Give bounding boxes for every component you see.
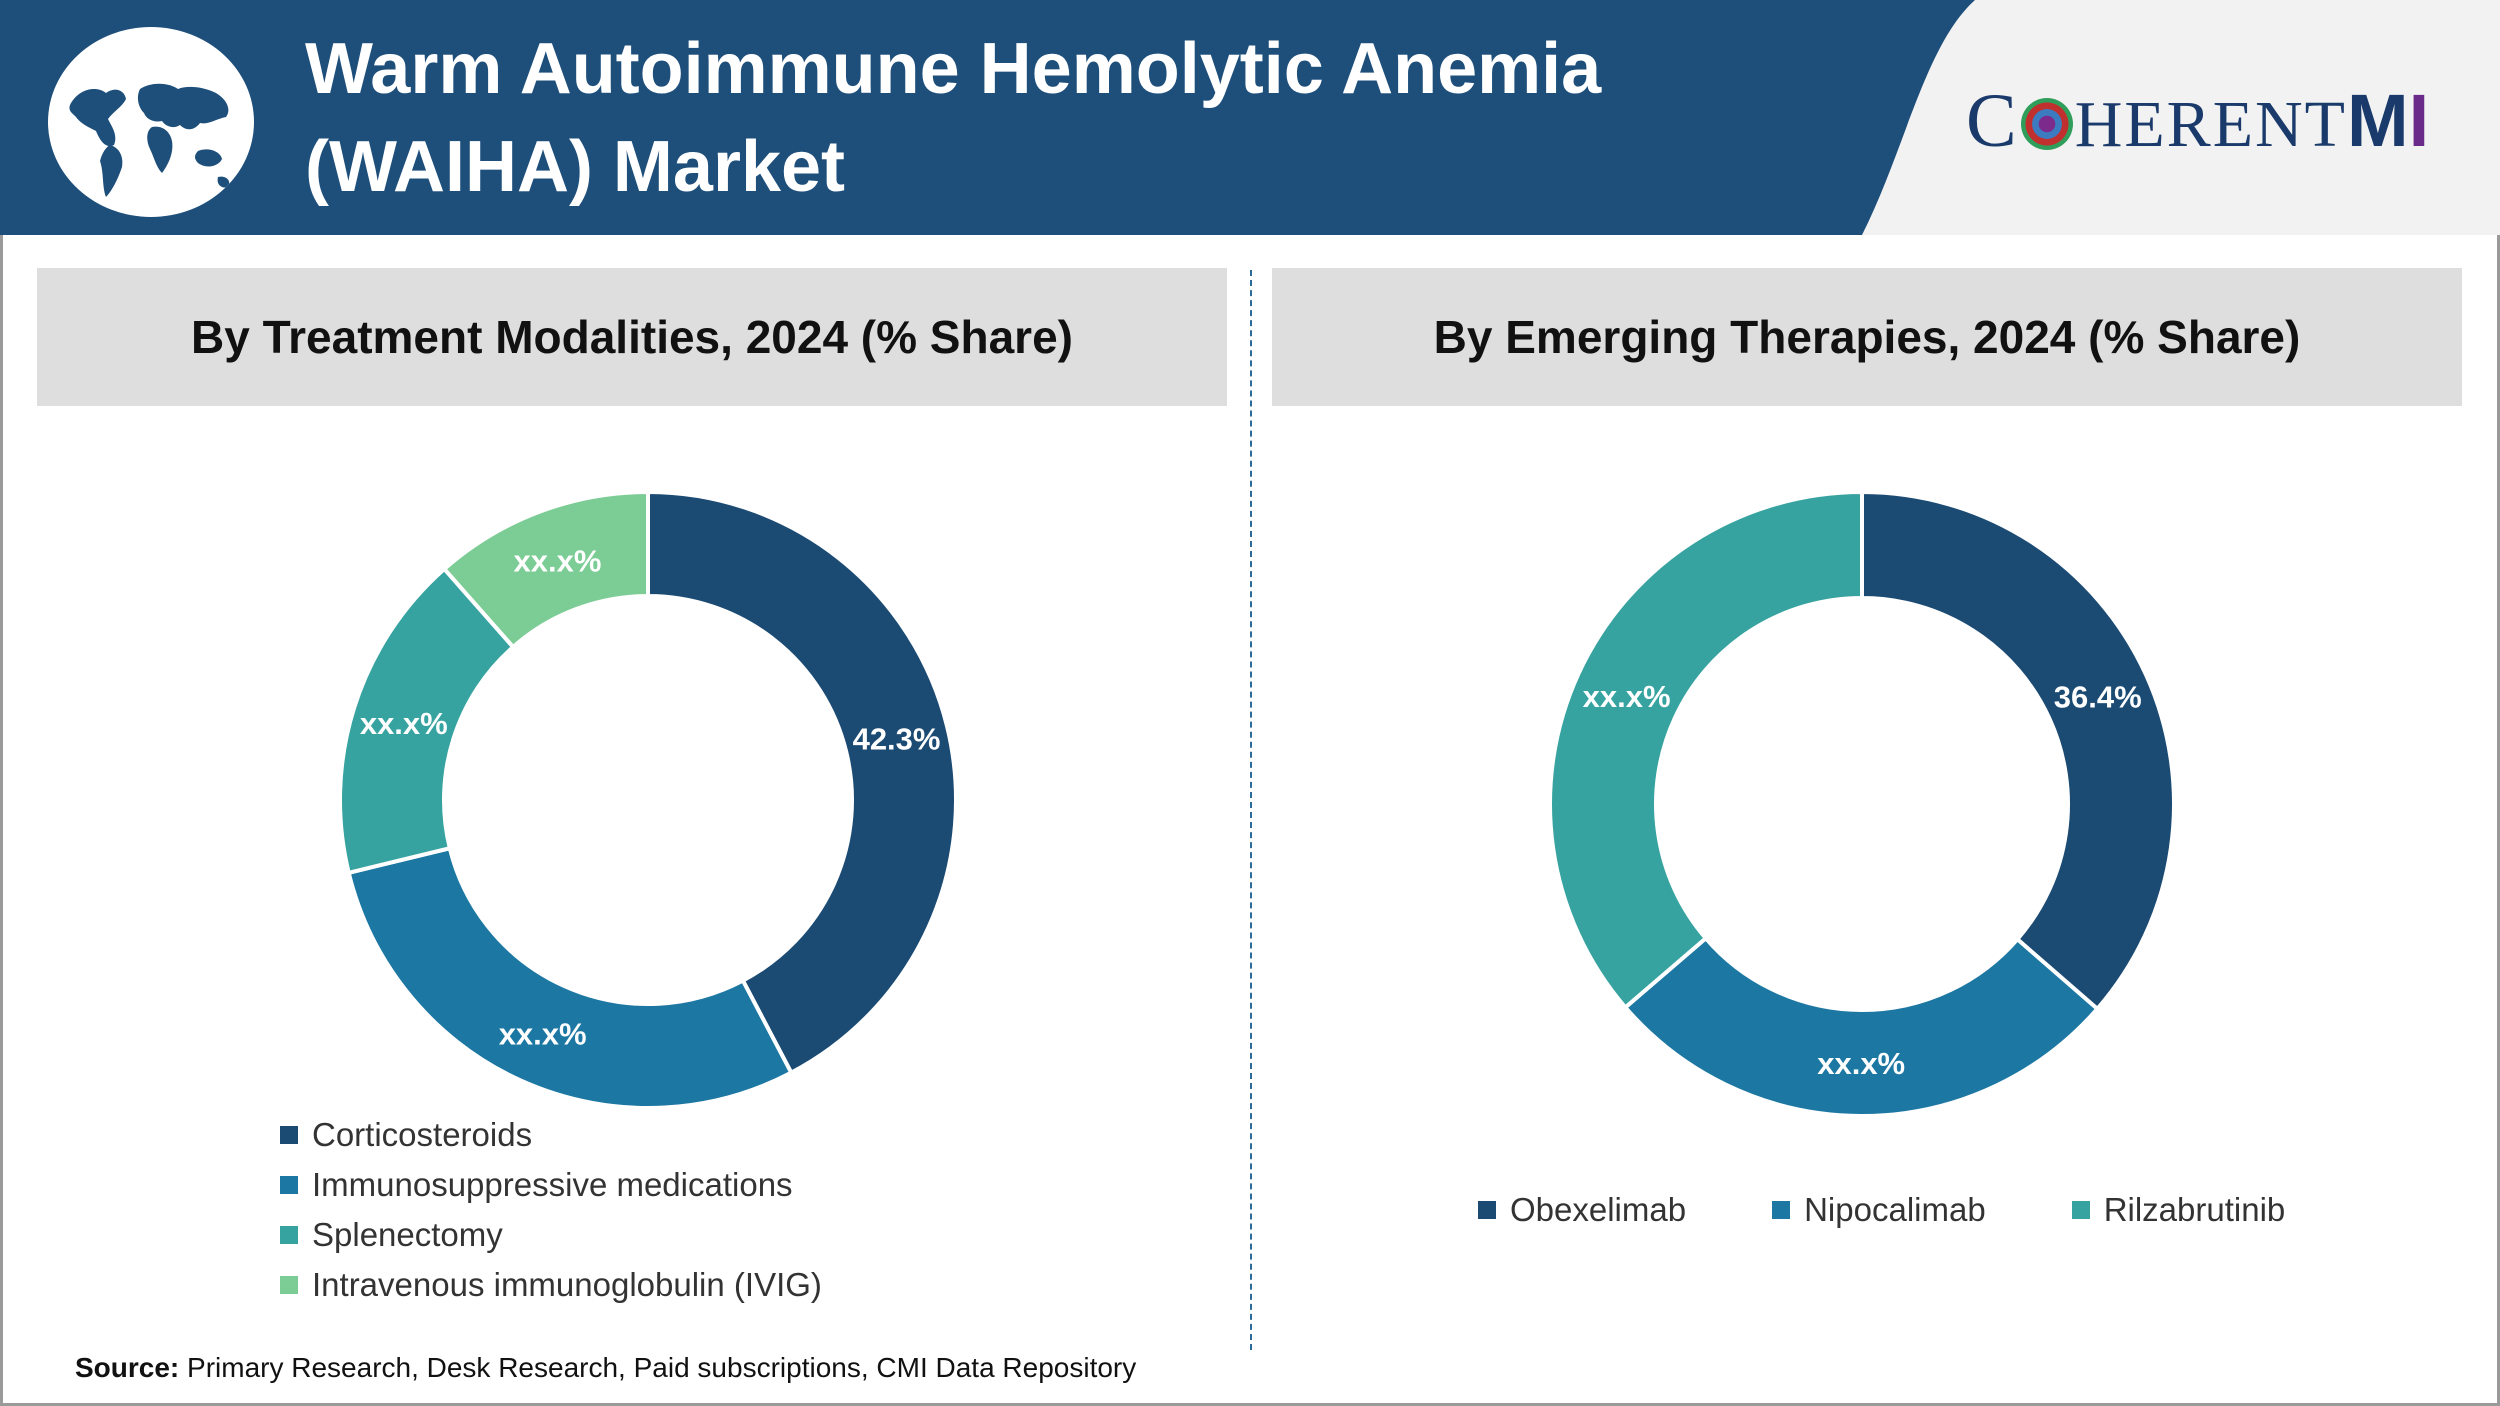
slice-intravenous-immunoglobulin-ivig [441,489,650,650]
logo-wordmark: C HERENT [1966,79,2347,163]
emerging-therapies-legend: Obexelimab Nipocalimab Rilzabrutinib [1478,1191,2371,1229]
left-chart-title: By Treatment Modalities, 2024 (% Share) [191,311,1073,363]
treatment-modalities-legend: Corticosteroids Immunosuppressive medicat… [280,1110,822,1310]
legend-swatch [280,1176,298,1194]
legend-label: Rilzabrutinib [2103,1191,2286,1228]
page-title: Warm Autoimmune Hemolytic Anemia (WAIHA)… [305,20,1805,216]
title-line-1: Warm Autoimmune Hemolytic Anemia [305,29,1602,109]
source-note: Source: Primary Research, Desk Research,… [75,1352,1136,1384]
legend-swatch [280,1126,298,1144]
slice-obexelimab [1860,489,2176,1012]
legend-swatch [2071,1201,2090,1219]
emerging-therapies-donut: 36.4% xx.x% xx.x% [1548,489,2176,1118]
logo-suffix: MI [2347,79,2430,162]
title-line-2: (WAIHA) Market [305,127,846,207]
legend-item-immunosuppressive-medications: Immunosuppressive medications [280,1160,822,1210]
legend-label: Obexelimab [1510,1191,1687,1228]
legend-swatch [280,1226,298,1244]
legend-label: Splenectomy [312,1216,503,1253]
panel-divider [1250,270,1252,1350]
source-label: Source: [75,1352,180,1383]
data-label-immunosuppressive-medications: xx.x% [499,1016,587,1051]
legend-swatch [1478,1201,1496,1219]
data-label-splenectomy: xx.x% [360,706,448,741]
legend-label: Immunosuppressive medications [312,1166,793,1203]
logo-mark-icon [2020,98,2073,150]
legend-label: Nipocalimab [1804,1191,1986,1228]
legend-item-splenectomy: Splenectomy [280,1210,822,1260]
legend-item-obexelimab: Obexelimab [1478,1191,1686,1229]
data-label-intravenous-immunoglobulin-ivig: xx.x% [514,544,602,579]
data-label-corticosteroids: 42.3% [853,722,941,757]
header-band [0,0,1975,235]
slice-corticosteroids [646,489,958,1076]
source-text: Primary Research, Desk Research, Paid su… [179,1352,1137,1383]
legend-item-rilzabrutinib: Rilzabrutinib [2071,1191,2286,1229]
data-label-nipocalimab: xx.x% [1817,1046,1905,1081]
coherent-mi-logo: C HERENTMI [1966,76,2476,166]
data-label-rilzabrutinib: xx.x% [1583,679,1671,714]
legend-swatch [280,1276,298,1294]
left-chart-title-bar: By Treatment Modalities, 2024 (% Share) [37,268,1227,406]
header: Warm Autoimmune Hemolytic Anemia (WAIHA)… [0,0,2500,235]
slice-immunosuppressive-medications [346,845,794,1110]
data-label-obexelimab: 36.4% [2054,680,2142,715]
legend-item-corticosteroids: Corticosteroids [280,1110,822,1160]
world-map-globe-icon [48,27,254,217]
right-chart-title: By Emerging Therapies, 2024 (% Share) [1433,311,2301,363]
legend-label: Intravenous immunoglobulin (IVIG) [312,1266,822,1303]
slice-nipocalimab [1622,935,2101,1118]
legend-item-intravenous-immunoglobulin-ivig: Intravenous immunoglobulin (IVIG) [280,1260,822,1310]
legend-item-nipocalimab: Nipocalimab [1772,1191,1986,1229]
legend-swatch [1772,1201,1791,1219]
legend-label: Corticosteroids [312,1116,533,1153]
right-chart-title-bar: By Emerging Therapies, 2024 (% Share) [1272,268,2462,406]
slice-rilzabrutinib [1548,489,1864,1011]
treatment-modalities-donut: 42.3% xx.x% xx.x% xx.x% [338,489,958,1110]
